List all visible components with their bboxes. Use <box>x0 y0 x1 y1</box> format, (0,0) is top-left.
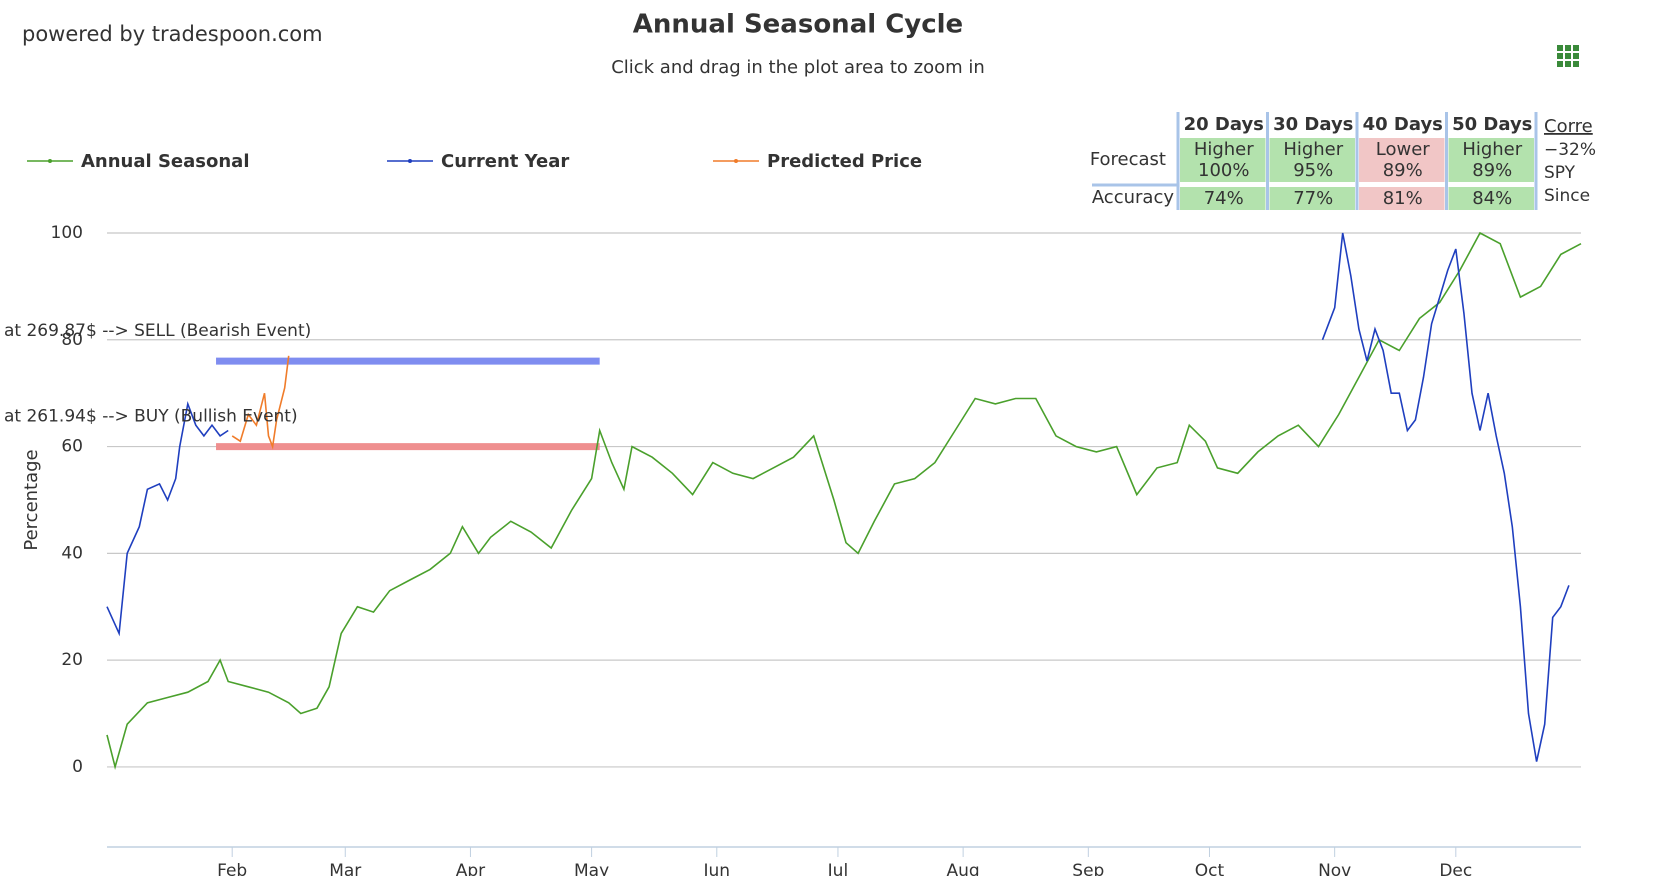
legend-label: Predicted Price <box>767 151 922 172</box>
legend-marker <box>734 159 738 163</box>
legend-label: Annual Seasonal <box>81 151 250 172</box>
forecast-probability: 100% <box>1198 160 1249 181</box>
col-header: 40 Days <box>1363 114 1443 135</box>
forecast-probability: 95% <box>1293 160 1333 181</box>
legend-label: Current Year <box>441 151 569 172</box>
corr-header: Corre <box>1544 116 1593 137</box>
forecast-direction: Higher <box>1194 139 1254 160</box>
corr-line: Since <box>1544 186 1590 206</box>
x-tick-label: Aug <box>947 861 980 876</box>
row-label: Accuracy <box>1092 187 1175 208</box>
y-tick-label: 100 <box>51 223 83 243</box>
x-tick-label: Jul <box>827 861 849 876</box>
menu-icon[interactable] <box>1557 45 1579 67</box>
forecast-cell <box>1359 138 1445 182</box>
accuracy-cell <box>1359 187 1445 210</box>
legend-marker <box>48 159 52 163</box>
y-tick-label: 20 <box>61 650 83 670</box>
forecast-direction: Lower <box>1376 139 1431 160</box>
y-axis-label: Percentage <box>21 449 42 550</box>
accuracy-cell <box>1180 187 1266 210</box>
series-line <box>106 232 1570 762</box>
y-tick-label: 0 <box>72 757 83 777</box>
y-tick-label: 60 <box>61 437 83 457</box>
x-tick-label: Dec <box>1439 861 1472 876</box>
forecast-cell <box>1269 138 1355 182</box>
event-label: at 269.87$ --> SELL (Bearish Event) <box>4 321 311 341</box>
legend-marker <box>408 159 412 163</box>
col-header: 20 Days <box>1184 114 1264 135</box>
series-line <box>231 355 290 450</box>
forecast-cell <box>1180 138 1266 182</box>
forecast-cell <box>1448 138 1534 182</box>
y-tick-label: 40 <box>61 543 83 563</box>
chart-title: Annual Seasonal Cycle <box>633 10 963 40</box>
forecast-probability: 89% <box>1472 160 1512 181</box>
accuracy-value: 74% <box>1204 188 1244 209</box>
brand: powered by tradespoon.com <box>22 22 323 46</box>
x-tick-label: Oct <box>1195 861 1225 876</box>
chart-subtitle: Click and drag in the plot area to zoom … <box>611 57 985 78</box>
series-line <box>106 231 1582 770</box>
x-tick-label: Feb <box>217 861 247 876</box>
x-tick-label: Sep <box>1072 861 1104 876</box>
accuracy-value: 81% <box>1383 188 1423 209</box>
x-tick-label: Jun <box>703 861 731 876</box>
forecast-direction: Higher <box>1462 139 1522 160</box>
corr-line: −32% <box>1544 140 1596 160</box>
forecast-direction: Higher <box>1283 139 1343 160</box>
event-label: at 261.94$ --> BUY (Bullish Event) <box>4 407 298 427</box>
accuracy-cell <box>1448 187 1534 210</box>
plot: 0 20 40 60 80 100 Feb Mar Apr May Jun Jul Aug Sep Oct N… <box>4 223 1582 876</box>
accuracy-value: 77% <box>1293 188 1333 209</box>
y-tick-label: 80 <box>61 330 83 350</box>
corr-line: SPY <box>1544 163 1576 183</box>
accuracy-value: 84% <box>1472 188 1512 209</box>
col-header: 50 Days <box>1452 114 1532 135</box>
forecast-probability: 89% <box>1383 160 1423 181</box>
accuracy-cell <box>1269 187 1355 210</box>
x-tick-label: Nov <box>1318 861 1351 876</box>
col-header: 30 Days <box>1273 114 1353 135</box>
x-tick-label: Mar <box>329 861 361 876</box>
x-tick-label: May <box>574 861 609 876</box>
row-label: Forecast <box>1090 149 1166 170</box>
x-tick-label: Apr <box>456 861 485 876</box>
